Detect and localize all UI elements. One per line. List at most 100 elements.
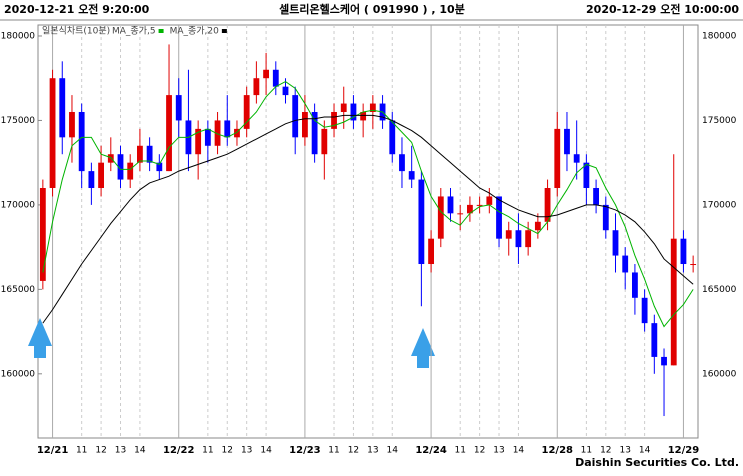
arrow-up	[28, 318, 52, 358]
candle-body	[680, 238, 687, 265]
x-tick-label: 12/28	[542, 445, 574, 456]
end-time: 2020-12-29 오전 10:00:00	[586, 2, 739, 16]
candle-body	[195, 128, 202, 155]
x-tick-label: 12/29	[668, 445, 700, 456]
candle-body	[253, 78, 260, 96]
x-tick-label: 14	[639, 446, 651, 456]
candle-body	[146, 145, 153, 163]
candle-body	[292, 95, 299, 138]
x-tick-label: 12/21	[37, 445, 69, 456]
x-tick-label: 13	[493, 446, 504, 456]
candle-body	[204, 128, 211, 146]
candle-body	[661, 356, 667, 366]
candle-body	[156, 162, 163, 172]
y-tick-label-right: 165000	[702, 285, 737, 295]
candle-body	[583, 162, 590, 189]
candle-body	[593, 188, 599, 205]
candle-body	[632, 272, 638, 298]
candle-body	[311, 111, 318, 155]
x-tick-label: 13	[619, 446, 630, 456]
x-tick-label: 13	[115, 446, 126, 456]
candle-body	[437, 196, 444, 239]
candle-body	[554, 128, 561, 189]
x-tick-label: 14	[513, 446, 525, 456]
legend-label: MA_종가,20	[170, 26, 220, 37]
x-tick-label: 12	[348, 446, 359, 456]
x-tick-label: 12	[474, 446, 485, 456]
legend-swatch	[158, 29, 164, 33]
candle-body	[418, 179, 425, 265]
x-tick-label: 11	[454, 446, 465, 456]
candle-body	[175, 95, 182, 121]
x-tick-label: 13	[241, 446, 252, 456]
candle-body	[399, 154, 405, 172]
ma-line	[42, 81, 694, 328]
candle-body	[49, 78, 56, 189]
candle-body	[78, 111, 85, 172]
y-tick-label-right: 160000	[702, 369, 737, 379]
x-tick-label: 11	[581, 446, 592, 456]
candle-body	[369, 103, 376, 112]
legend-label: 일본식차트(10분)	[42, 25, 110, 37]
candle-body	[467, 204, 473, 214]
arrow-up	[411, 328, 435, 368]
start-time: 2020-12-21 오전 9:20:00	[4, 2, 150, 16]
x-tick-label: 12/24	[415, 445, 447, 456]
candle-body	[690, 264, 697, 266]
candle-body	[544, 188, 551, 222]
candle-body	[389, 120, 396, 155]
legend-label: MA_종가,5	[112, 26, 156, 37]
candle-body	[107, 154, 114, 163]
candle-body	[612, 230, 619, 256]
candle-body	[272, 69, 279, 87]
candle-body	[117, 154, 124, 180]
x-tick-label: 12	[95, 446, 106, 456]
candle-body	[651, 323, 658, 357]
x-tick-label: 14	[260, 446, 272, 456]
candle-body	[496, 196, 502, 239]
candle-body	[166, 95, 172, 172]
y-tick-label-right: 170000	[702, 200, 737, 210]
candle-body	[515, 230, 522, 248]
x-tick-label: 11	[76, 446, 87, 456]
candle-body	[641, 297, 648, 324]
legend-swatch	[221, 29, 227, 33]
candle-body	[137, 145, 143, 163]
candle-body	[350, 103, 357, 121]
candle-body	[39, 188, 46, 281]
candle-body	[224, 120, 231, 138]
y-tick-label: 165000	[1, 285, 36, 295]
candle-body	[59, 78, 66, 138]
footer: Daishin Securities Co. Ltd.	[575, 456, 739, 469]
x-tick-label: 13	[367, 446, 378, 456]
candle-body	[670, 238, 677, 366]
y-tick-label: 160000	[1, 369, 36, 379]
candle-body	[573, 154, 580, 163]
ma-line	[42, 114, 694, 324]
plot-frame	[37, 24, 699, 439]
candle-body	[331, 111, 337, 129]
candle-body	[98, 162, 104, 189]
candle-body	[282, 86, 289, 96]
x-tick-label: 14	[134, 446, 146, 456]
candle-body	[534, 221, 541, 231]
candle-body	[525, 230, 532, 248]
candle-body	[564, 128, 570, 155]
candle-body	[214, 120, 221, 146]
candle-body	[321, 128, 328, 155]
y-tick-label: 175000	[1, 116, 36, 126]
candle-body	[302, 111, 308, 138]
candle-body	[486, 196, 493, 205]
candle-body	[457, 213, 464, 215]
candle-body	[360, 111, 367, 121]
x-tick-label: 12	[600, 446, 611, 456]
candle-body	[447, 196, 454, 214]
candle-body	[505, 230, 512, 239]
candle-body	[602, 204, 609, 231]
x-tick-label: 11	[328, 446, 339, 456]
x-tick-label: 12/22	[163, 445, 195, 456]
x-tick-label: 14	[387, 446, 399, 456]
x-tick-label: 11	[202, 446, 213, 456]
